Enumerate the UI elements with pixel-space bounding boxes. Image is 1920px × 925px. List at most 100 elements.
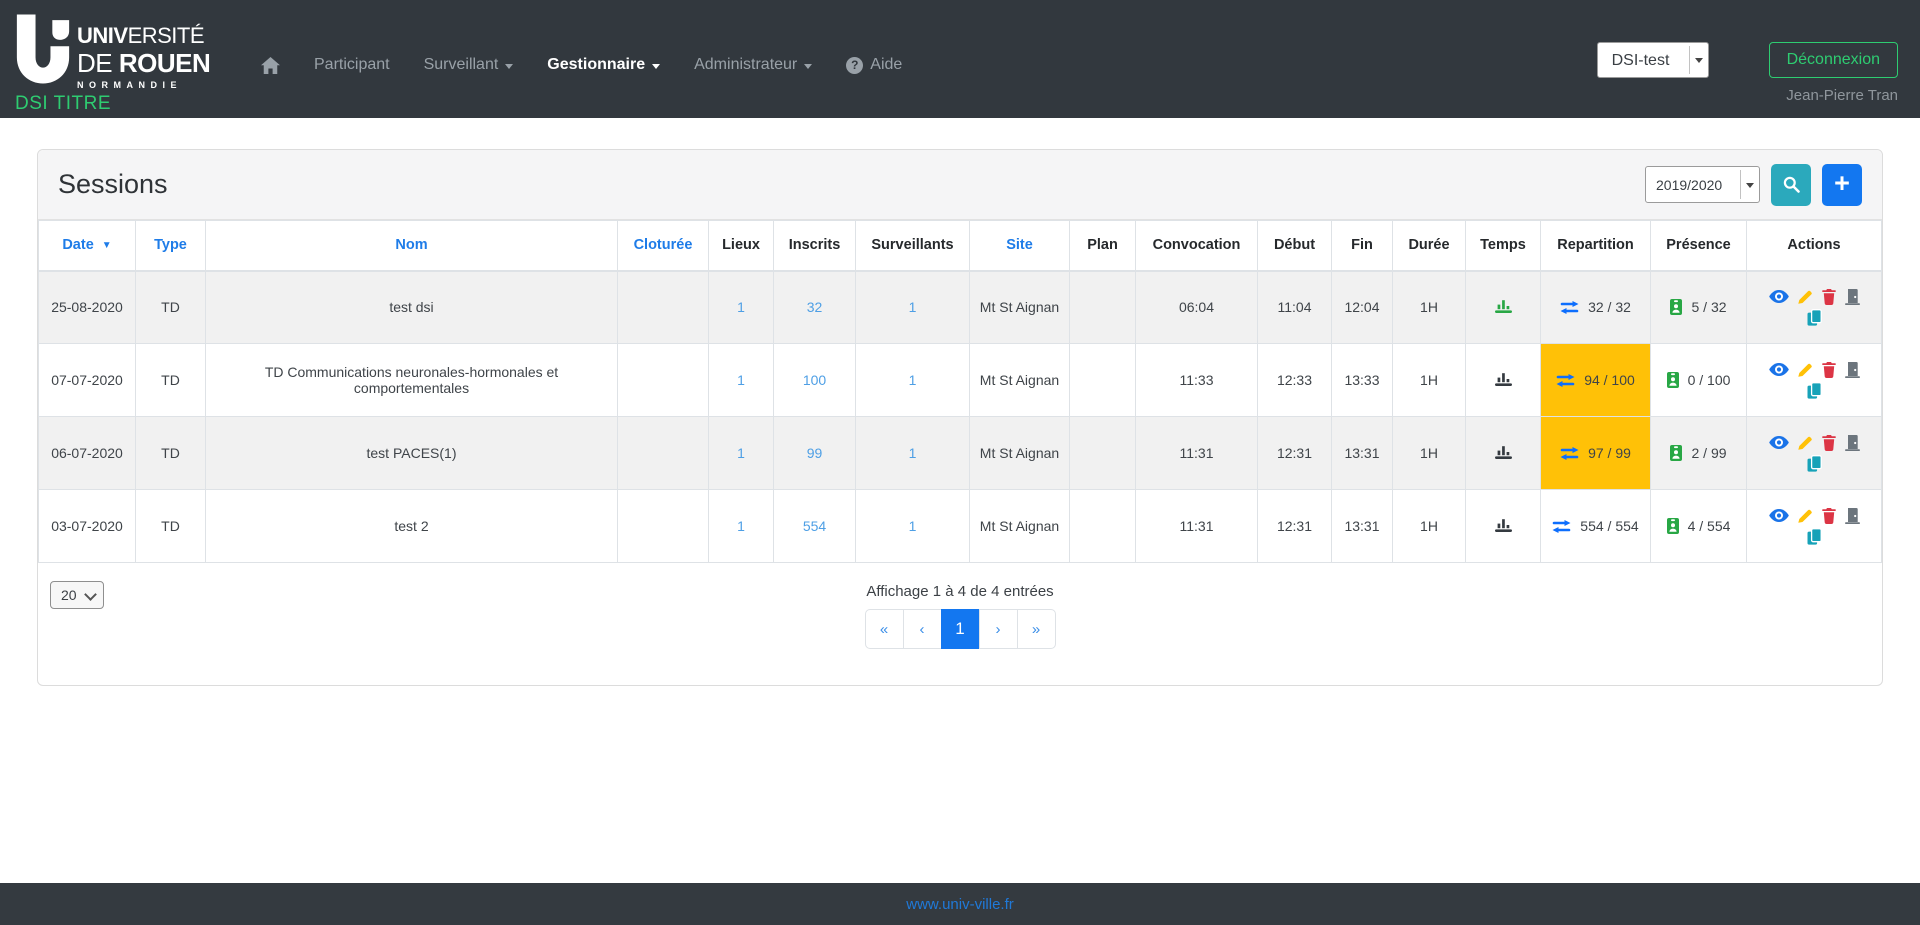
- inscrits-link[interactable]: 99: [806, 445, 823, 461]
- column-header-nom[interactable]: Nom: [205, 220, 618, 272]
- main-content: Sessions 2019/2020 +: [0, 118, 1920, 883]
- lieux-link[interactable]: 1: [737, 518, 745, 534]
- duplicate-session-copy-icon[interactable]: [1807, 381, 1822, 399]
- sort-desc-icon: ▼: [101, 240, 112, 252]
- nav-item-participant[interactable]: Participant: [314, 56, 390, 74]
- exchange-arrows-icon[interactable]: [1556, 373, 1575, 387]
- pagination-next-button[interactable]: ›: [978, 609, 1018, 649]
- pagination-page-1[interactable]: 1: [940, 609, 980, 649]
- app-subtitle: DSI TITRE: [15, 93, 111, 114]
- edit-session-pencil-icon[interactable]: [1797, 508, 1813, 523]
- nav-item-aide[interactable]: ? Aide: [846, 56, 902, 74]
- cell-fin: 13:31: [1331, 416, 1393, 490]
- nav-item-gestionnaire[interactable]: Gestionnaire: [547, 56, 661, 74]
- edit-session-pencil-icon[interactable]: [1797, 435, 1813, 450]
- delete-session-trash-icon[interactable]: [1821, 507, 1836, 524]
- cell-type: TD: [135, 270, 206, 344]
- sessions-card-header: Sessions 2019/2020 +: [38, 150, 1882, 220]
- column-header-label: Présence: [1666, 237, 1731, 254]
- inscrits-link[interactable]: 554: [802, 518, 827, 534]
- bar-chart-icon[interactable]: [1494, 444, 1512, 459]
- id-card-icon: [1666, 372, 1679, 388]
- bar-chart-icon[interactable]: [1494, 371, 1512, 386]
- delete-session-trash-icon[interactable]: [1821, 288, 1836, 305]
- view-session-eye-icon[interactable]: [1768, 509, 1789, 522]
- surveillants-link[interactable]: 1: [908, 445, 917, 461]
- pagination-first-button[interactable]: «: [864, 609, 904, 649]
- view-session-eye-icon[interactable]: [1768, 436, 1789, 449]
- nav-item-label: Participant: [314, 56, 390, 73]
- column-header-debut: Début: [1257, 220, 1332, 272]
- column-header-site[interactable]: Site: [969, 220, 1070, 272]
- duplicate-session-copy-icon[interactable]: [1807, 308, 1822, 326]
- room-door-icon[interactable]: [1844, 288, 1860, 305]
- column-header-presence: Présence: [1650, 220, 1747, 272]
- room-door-icon[interactable]: [1844, 361, 1860, 378]
- cell-debut: 11:04: [1257, 270, 1332, 344]
- table-header-row: Date ▼ Type Nom Cloturée Lieux Inscrits S…: [38, 220, 1882, 272]
- duplicate-session-copy-icon[interactable]: [1807, 454, 1822, 472]
- presence-value: 4 / 554: [1687, 518, 1731, 534]
- lieux-link[interactable]: 1: [737, 372, 745, 388]
- room-door-icon[interactable]: [1844, 507, 1860, 524]
- view-session-eye-icon[interactable]: [1768, 290, 1789, 304]
- nav-item-administrateur[interactable]: Administrateur: [694, 56, 813, 74]
- bar-chart-icon[interactable]: [1494, 298, 1512, 314]
- edit-session-pencil-icon[interactable]: [1797, 289, 1813, 304]
- page-title: Sessions: [58, 169, 168, 199]
- inscrits-link[interactable]: 32: [806, 299, 823, 316]
- room-door-icon[interactable]: [1844, 434, 1860, 451]
- nav-item-surveillant[interactable]: Surveillant: [424, 56, 514, 74]
- surveillants-link[interactable]: 1: [908, 299, 917, 316]
- cell-temps: [1465, 343, 1541, 417]
- home-icon[interactable]: [261, 56, 280, 74]
- cell-date: 06-07-2020: [38, 416, 136, 490]
- cell-site: Mt St Aignan: [969, 489, 1070, 563]
- navbar-right-cluster: DSI-test Déconnexion Jean-Pierre Tran: [1596, 42, 1898, 104]
- duplicate-session-copy-icon[interactable]: [1807, 527, 1822, 545]
- delete-session-trash-icon[interactable]: [1821, 434, 1836, 451]
- lieux-link[interactable]: 1: [737, 445, 745, 461]
- profile-select[interactable]: DSI-test: [1596, 42, 1709, 78]
- inscrits-link[interactable]: 100: [802, 372, 827, 388]
- delete-session-trash-icon[interactable]: [1821, 361, 1836, 378]
- presence-value: 0 / 100: [1687, 372, 1731, 388]
- exchange-arrows-icon[interactable]: [1560, 300, 1579, 314]
- exchange-arrows-icon[interactable]: [1552, 519, 1571, 533]
- column-header-cloturee[interactable]: Cloturée: [617, 220, 709, 272]
- edit-session-pencil-icon[interactable]: [1797, 362, 1813, 377]
- plus-icon: +: [1834, 167, 1850, 198]
- search-button[interactable]: [1771, 163, 1811, 206]
- university-brand: UNIVERSITÉ DE ROUEN NORMANDIE DSI TITRE: [15, 0, 247, 118]
- column-header-lieux: Lieux: [708, 220, 774, 272]
- lieux-link[interactable]: 1: [737, 299, 745, 316]
- column-header-convocation: Convocation: [1135, 220, 1258, 272]
- cell-site: Mt St Aignan: [969, 416, 1070, 490]
- main-navigation: Participant Surveillant Gestionnaire Adm…: [261, 50, 902, 80]
- column-header-label: Cloturée: [633, 237, 693, 254]
- logo-line1-rest: ERSITÉ: [127, 23, 205, 48]
- pagination-prev-button[interactable]: ‹: [902, 609, 942, 649]
- cell-convocation: 11:31: [1135, 489, 1258, 563]
- page-size-select[interactable]: 20: [50, 581, 104, 609]
- exchange-arrows-icon[interactable]: [1560, 446, 1579, 460]
- logo-line2-bold: ROUEN: [118, 48, 211, 78]
- cell-nom: test PACES(1): [205, 416, 618, 490]
- cell-inscrits: 99: [773, 416, 856, 490]
- surveillants-link[interactable]: 1: [908, 372, 917, 388]
- cell-plan: [1069, 270, 1136, 344]
- sessions-controls: 2019/2020 +: [1645, 163, 1862, 206]
- view-session-eye-icon[interactable]: [1768, 363, 1789, 376]
- add-session-button[interactable]: +: [1822, 163, 1862, 206]
- footer-link[interactable]: www.univ-ville.fr: [906, 895, 1014, 913]
- column-header-type[interactable]: Type: [135, 220, 206, 272]
- logo-line1-bold: UNIV: [77, 23, 128, 48]
- logout-button[interactable]: Déconnexion: [1768, 42, 1898, 78]
- cell-actions: [1746, 270, 1882, 344]
- pagination-last-button[interactable]: »: [1016, 609, 1056, 649]
- surveillants-link[interactable]: 1: [908, 518, 917, 534]
- year-select[interactable]: 2019/2020: [1645, 166, 1760, 203]
- column-header-date[interactable]: Date ▼: [38, 220, 136, 272]
- bar-chart-icon[interactable]: [1494, 517, 1512, 532]
- cell-fin: 13:33: [1331, 343, 1393, 417]
